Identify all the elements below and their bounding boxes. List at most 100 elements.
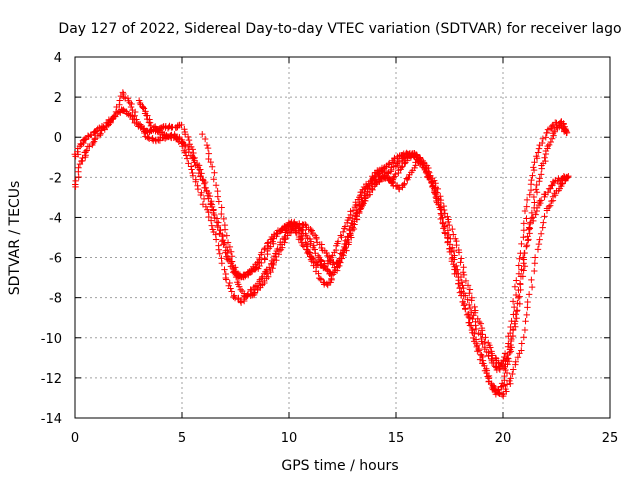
data-point <box>254 259 261 267</box>
y-tick-label: -6 <box>49 252 62 267</box>
x-tick-label: 20 <box>495 431 512 446</box>
data-point <box>214 187 221 195</box>
data-point <box>533 153 540 160</box>
data-point <box>347 222 355 230</box>
data-point <box>528 209 536 217</box>
data-point <box>369 173 376 180</box>
data-point <box>489 382 497 390</box>
data-point <box>509 370 516 378</box>
data-point <box>466 289 473 297</box>
data-point <box>482 334 489 341</box>
data-point <box>524 298 531 306</box>
data-point <box>190 155 197 162</box>
data-point <box>434 185 442 193</box>
data-point <box>315 270 322 277</box>
data-point <box>383 170 390 177</box>
data-point <box>514 307 521 314</box>
data-point <box>542 157 549 165</box>
y-tick-label: -4 <box>49 211 62 226</box>
data-point <box>202 203 210 210</box>
data-point <box>228 288 235 295</box>
data-point <box>181 126 188 133</box>
data-point <box>306 253 314 260</box>
data-point <box>372 176 380 183</box>
data-point <box>477 320 485 327</box>
data-point <box>538 139 546 147</box>
data-point <box>444 213 451 220</box>
data-point <box>513 315 520 322</box>
data-point <box>208 163 216 170</box>
data-point <box>185 160 192 167</box>
data-point <box>523 196 531 204</box>
y-tick-label: -2 <box>49 171 62 186</box>
data-point <box>120 93 127 101</box>
data-point <box>441 210 449 217</box>
data-point <box>323 249 330 257</box>
data-point <box>269 265 276 272</box>
data-point <box>440 225 447 232</box>
data-point <box>310 262 317 269</box>
data-point <box>481 338 488 346</box>
data-point <box>558 180 566 188</box>
data-point <box>533 188 541 196</box>
data-point <box>489 352 496 359</box>
data-point <box>525 291 533 298</box>
data-point <box>358 194 365 201</box>
data-point <box>515 294 522 302</box>
data-point <box>507 341 514 349</box>
data-point <box>307 240 314 247</box>
data-point <box>451 266 458 273</box>
data-point <box>308 227 315 234</box>
data-point <box>520 267 527 274</box>
data-point <box>317 258 325 265</box>
data-point <box>299 241 306 249</box>
data-point <box>541 213 548 220</box>
data-point <box>479 331 486 338</box>
data-point <box>563 174 570 182</box>
data-point <box>207 200 215 207</box>
data-point <box>348 219 355 227</box>
data-point <box>530 166 538 174</box>
data-point <box>509 298 517 305</box>
data-point <box>503 369 511 377</box>
data-point <box>320 281 328 288</box>
data-point <box>543 129 550 136</box>
data-point <box>76 160 84 168</box>
data-point <box>517 281 524 288</box>
data-point <box>534 246 542 253</box>
data-point <box>539 135 547 142</box>
data-point <box>202 184 209 192</box>
data-point <box>356 208 363 215</box>
data-point <box>441 229 448 236</box>
data-point <box>470 334 477 342</box>
data-point <box>529 172 536 179</box>
data-point <box>205 213 212 221</box>
data-point <box>282 235 289 243</box>
data-point <box>401 180 408 187</box>
data-point <box>347 232 354 239</box>
data-point <box>400 181 408 189</box>
data-point <box>400 153 408 160</box>
data-point <box>178 121 185 129</box>
y-tick-label: -8 <box>49 292 62 307</box>
data-point <box>477 351 485 358</box>
data-point <box>522 318 529 325</box>
data-point <box>208 201 216 208</box>
data-point <box>207 158 214 166</box>
data-point <box>351 221 358 228</box>
data-point <box>465 301 473 309</box>
data-point <box>516 293 523 300</box>
data-point <box>163 132 170 139</box>
data-point <box>218 260 226 267</box>
data-point <box>313 235 320 243</box>
data-point <box>523 311 530 319</box>
data-point <box>237 286 244 293</box>
data-point <box>103 122 111 130</box>
data-point <box>474 315 481 322</box>
data-point <box>472 325 480 333</box>
data-point <box>228 253 236 260</box>
data-point <box>189 172 197 179</box>
data-point <box>530 204 538 212</box>
data-point <box>256 254 263 262</box>
